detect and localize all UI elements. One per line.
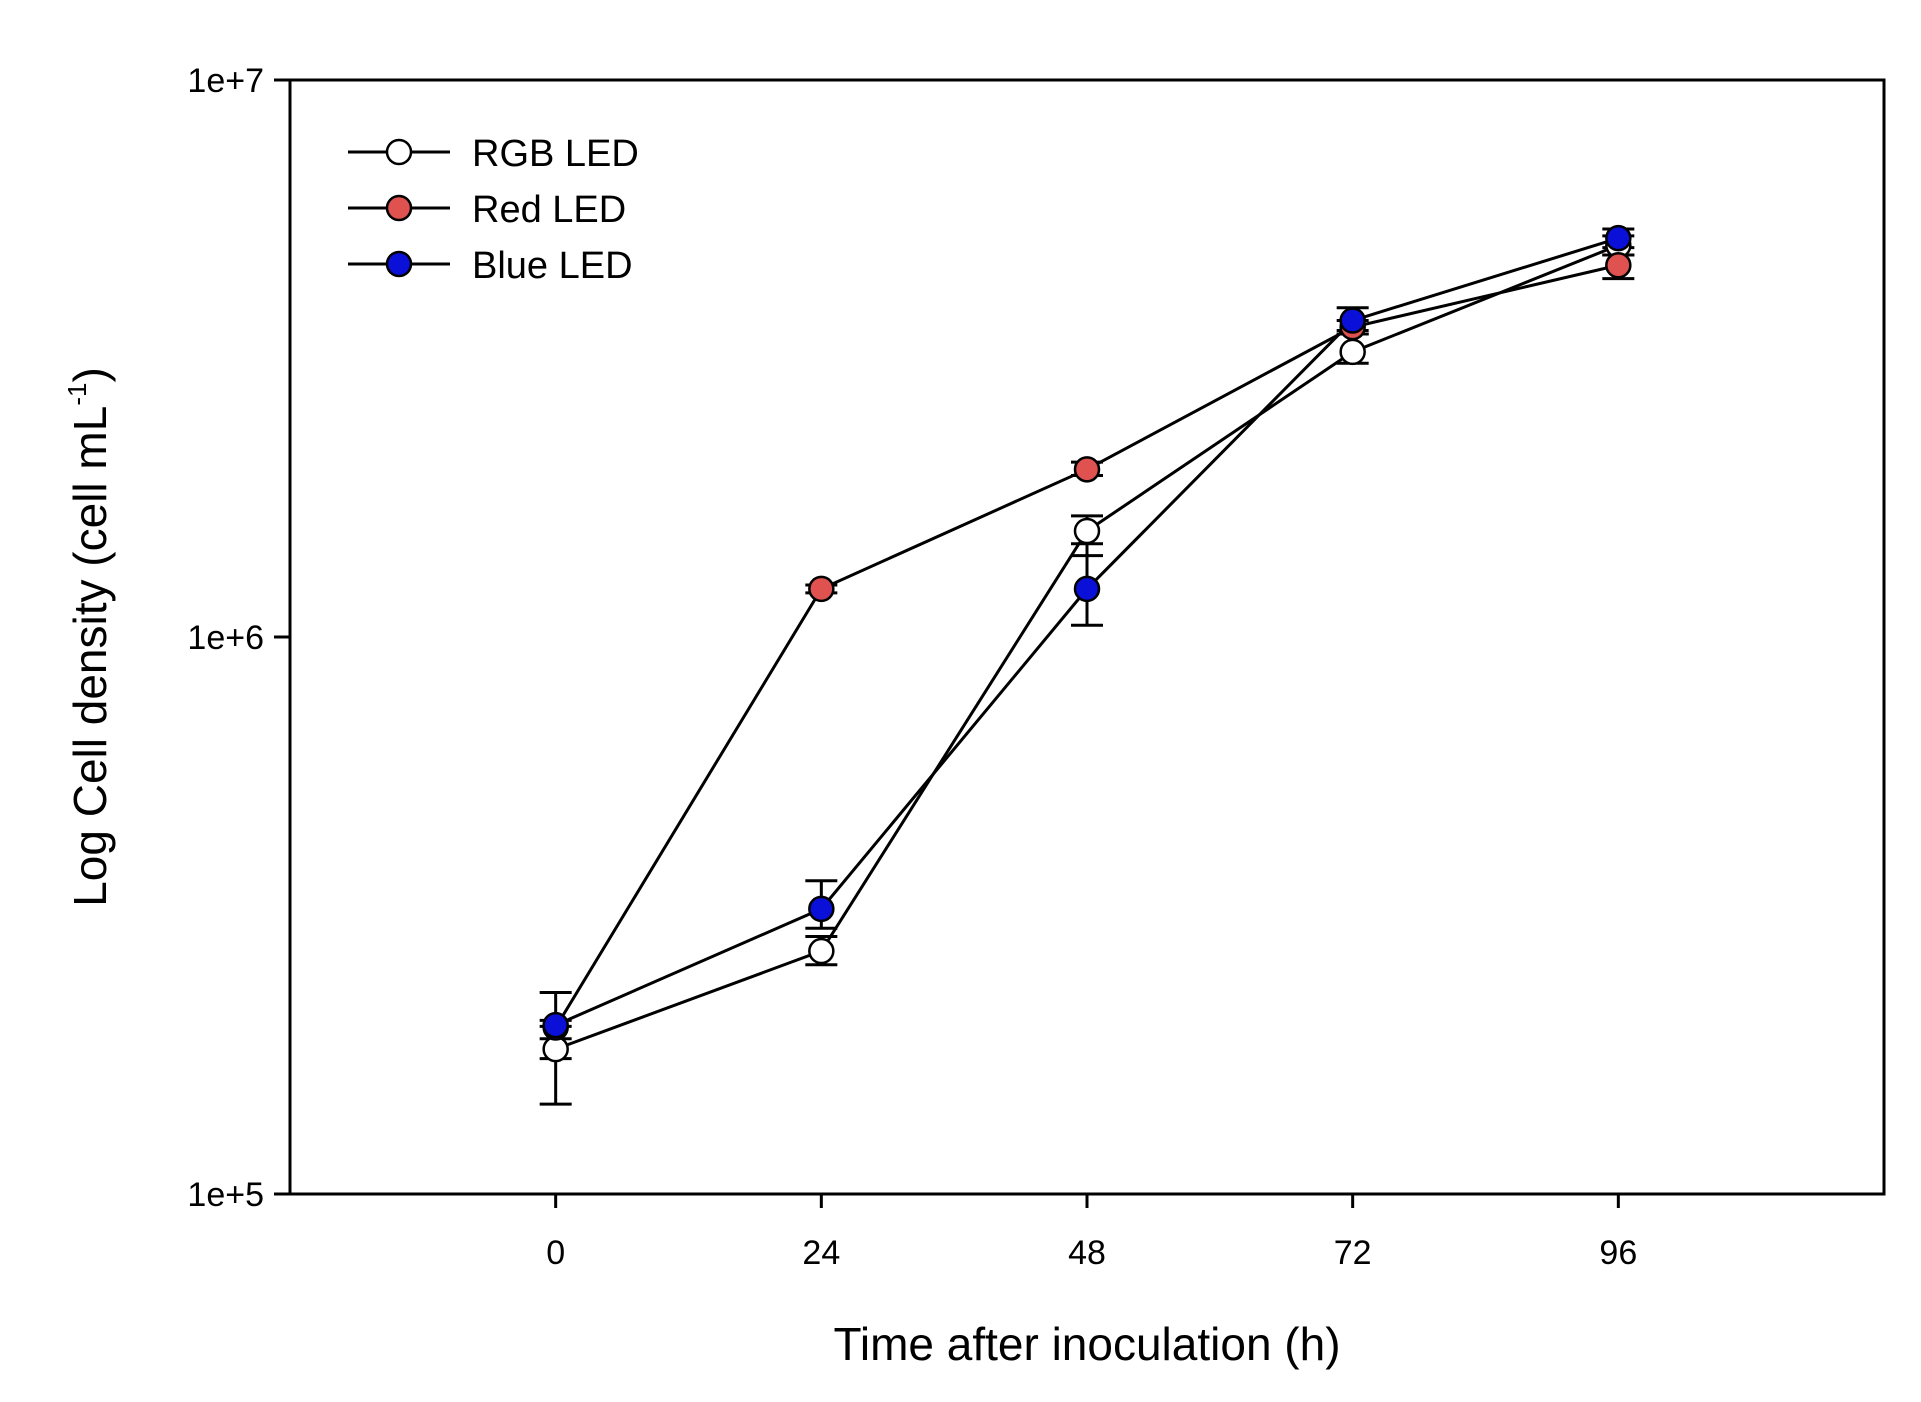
legend: RGB LED Red LED Blue LED [348, 133, 639, 287]
legend-marker-rgb-led [385, 138, 413, 166]
series-line-red-led [554, 263, 1619, 1029]
data-point-red-led [1073, 456, 1101, 483]
data-point-rgb-led [1339, 338, 1366, 366]
axis-ticks: 0 24 48 72 96 1e+5 1e+6 1e+7 [187, 62, 1637, 1272]
series-line-rgb-led [555, 243, 1619, 1051]
data-point-blue-led [542, 1011, 569, 1039]
data-point-blue-led [808, 895, 835, 923]
data-point-rgb-led [1073, 517, 1101, 545]
data-point-red-led [808, 575, 835, 603]
y-axis-title: Log Cell density (cell mL-1) [62, 367, 116, 907]
error-bars [539, 227, 1635, 1106]
x-tick-label: 48 [1068, 1234, 1106, 1272]
x-axis-title: Time after inoculation (h) [833, 1318, 1340, 1370]
data-point-blue-led [1605, 224, 1632, 252]
series-line-blue-led [555, 236, 1619, 1027]
legend-label: RGB LED [472, 133, 639, 175]
x-tick-label: 96 [1599, 1234, 1637, 1272]
data-point-rgb-led [808, 937, 835, 965]
legend-marker-red-led [385, 194, 413, 222]
data-point-red-led [1605, 251, 1632, 279]
x-tick-label: 72 [1334, 1234, 1372, 1272]
data-point-blue-led [1073, 575, 1101, 603]
x-tick-label: 0 [546, 1234, 565, 1272]
series-lines [554, 236, 1619, 1051]
legend-label: Red LED [472, 189, 626, 231]
x-tick-label: 24 [802, 1234, 840, 1272]
data-point-blue-led [1339, 307, 1366, 334]
legend-marker-blue-led [385, 250, 413, 278]
y-tick-label: 1e+5 [187, 1176, 264, 1214]
y-tick-label: 1e+6 [187, 619, 264, 657]
legend-label: Blue LED [472, 245, 633, 287]
y-tick-label: 1e+7 [187, 62, 264, 100]
data-points [542, 224, 1632, 1063]
